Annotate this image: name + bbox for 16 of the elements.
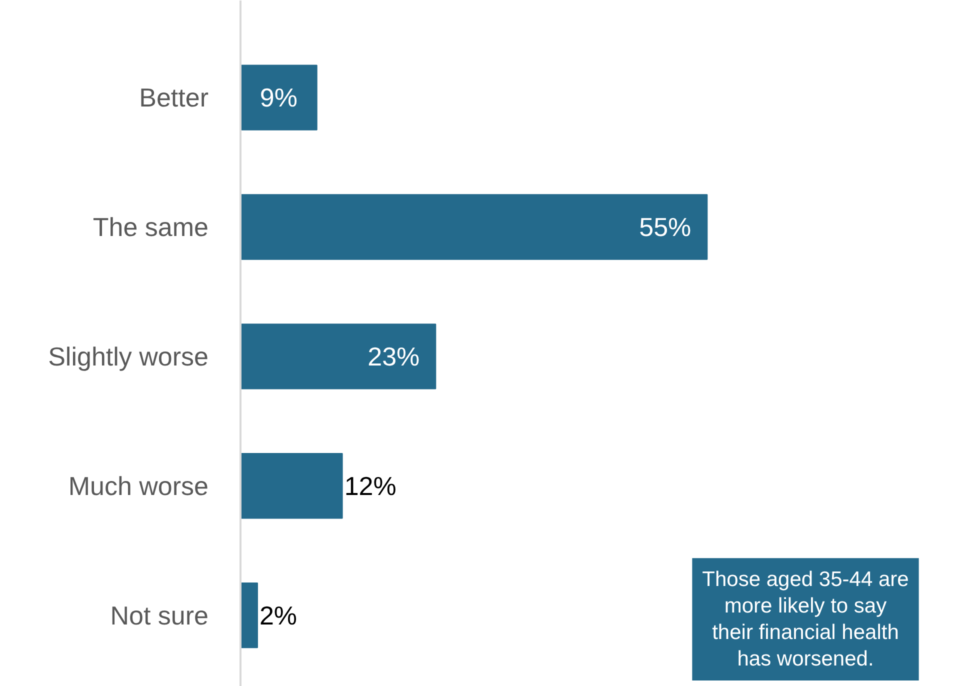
y-tick-label: Much worse	[68, 470, 208, 501]
y-tick-label: Not sure	[110, 600, 209, 630]
data-label: 12%	[344, 470, 396, 501]
bar	[240, 64, 318, 130]
bar	[240, 324, 436, 390]
y-tick-label: Better	[139, 82, 209, 113]
annotation: Those aged 35-44 are more likely to say their financial health has worsened.	[702, 568, 909, 670]
y-tick-label: Slightly worse	[48, 341, 209, 372]
bar	[240, 194, 708, 260]
data-label: 2%	[259, 600, 298, 630]
bar	[240, 582, 258, 648]
data-label: 9%	[260, 82, 298, 113]
y-tick-label: The same	[92, 212, 209, 242]
data-label: 55%	[639, 212, 692, 242]
data-label: 23%	[368, 341, 420, 372]
bar	[240, 453, 343, 519]
